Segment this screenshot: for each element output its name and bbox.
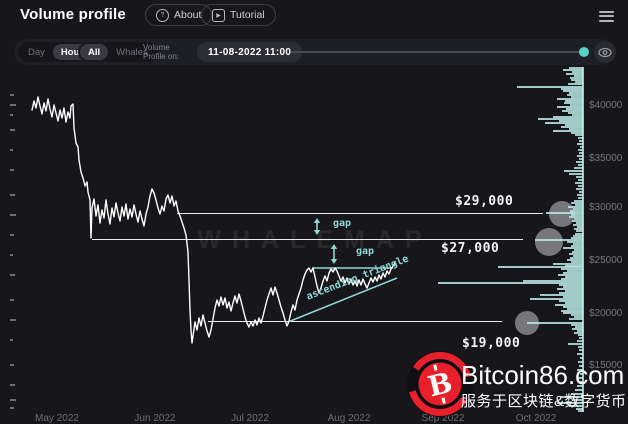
volume-profile-on-label: Volume Profile on: [143,43,180,61]
date-slider-track[interactable] [291,51,584,53]
play-icon: ▶ [212,8,225,22]
gap-arrow-head [330,259,338,264]
scope-whales[interactable]: Whales [116,46,148,58]
price-line [31,96,396,344]
tutorial-button-label: Tutorial [230,9,265,21]
timeframe-toggle-group: Day Hour [18,42,94,62]
gap-arrow-head [313,218,321,223]
gap-arrow-head [313,230,321,235]
date-picker[interactable]: 11-08-2022 11:00 [197,42,303,62]
scope-all[interactable]: All [80,44,109,60]
page-title: Volume profile [20,6,126,23]
scope-toggle-group: All Whales [78,42,158,62]
question-icon: ? [156,8,169,22]
menu-icon[interactable] [599,8,614,24]
about-button-label: About [174,9,202,21]
tutorial-button[interactable]: ▶ Tutorial [201,4,276,26]
whale-bubble[interactable] [549,201,575,227]
control-bar: Day Hour All Whales Volume Profile on: 11-… [14,39,616,65]
visibility-toggle-button[interactable] [594,41,616,63]
date-slider-handle[interactable] [579,47,589,57]
gap-arrow-head [330,244,338,249]
whale-bubble[interactable] [535,228,563,256]
timeframe-day[interactable]: Day [28,46,45,58]
eye-icon [598,47,612,57]
triangle-diagonal-line [287,277,398,323]
